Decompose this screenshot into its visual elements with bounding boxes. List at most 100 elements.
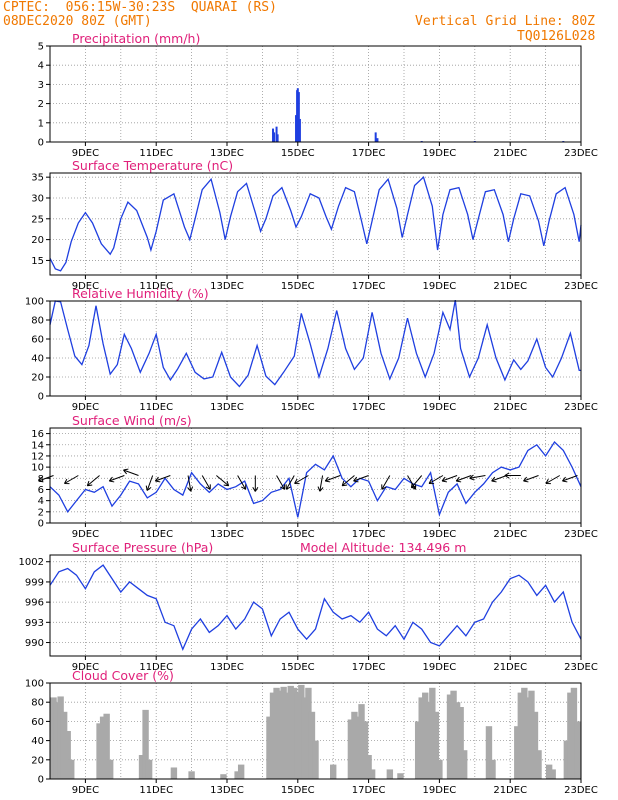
plot-frame	[49, 45, 582, 143]
y-tick-label: 996	[25, 598, 44, 609]
cloud-bar	[138, 755, 146, 779]
precip-bar	[376, 138, 379, 142]
x-tick-label: 23DEC	[564, 402, 598, 413]
y-tick-label: 0	[38, 392, 44, 403]
wind-arrow	[146, 475, 154, 491]
cloud-bar	[273, 687, 280, 779]
cloud-bar	[460, 750, 468, 779]
plot-frame	[49, 682, 582, 780]
wind-arrow	[411, 475, 423, 489]
cloud-bar	[549, 769, 556, 779]
y-tick-label: 1002	[19, 557, 44, 568]
wind-arrow	[491, 475, 507, 482]
x-tick-label: 11DEC	[139, 662, 173, 673]
wind-arrow	[123, 469, 139, 476]
cloud-bar	[220, 774, 227, 779]
wind-arrow	[523, 475, 539, 482]
cloud-bar	[450, 690, 457, 779]
cloud-bar	[563, 740, 571, 779]
x-tick-label: 17DEC	[352, 529, 386, 540]
wind-arrow-head	[86, 480, 93, 487]
cloud-bar	[535, 750, 542, 779]
wind-arrow	[325, 475, 341, 482]
precip-bar	[272, 128, 275, 142]
wind-arrow-head	[545, 478, 551, 485]
x-tick-label: 9DEC	[72, 529, 99, 540]
wind-arrow-head	[64, 478, 70, 485]
x-tick-label: 11DEC	[139, 785, 173, 796]
cloud-bar	[570, 687, 578, 779]
wind-arrow	[201, 475, 211, 490]
cloud-bar	[567, 692, 574, 779]
cloud-bar	[358, 704, 365, 779]
cloud-bar	[305, 687, 312, 779]
x-tick-label: 15DEC	[281, 529, 315, 540]
cloud-bar	[351, 711, 358, 779]
wind-arrow	[456, 475, 472, 482]
wind-arrow-head	[353, 476, 359, 483]
wind-arrow-head	[469, 474, 475, 481]
header-station: CPTEC: 056:15W-30:23S QUARAI (RS)	[3, 0, 277, 15]
x-tick-label: 21DEC	[493, 402, 527, 413]
x-tick-label: 21DEC	[493, 785, 527, 796]
wind-arrow-head	[441, 476, 448, 483]
x-tick-label: 9DEC	[72, 785, 99, 796]
y-tick-label: 3	[38, 80, 44, 91]
wind-arrow	[353, 475, 369, 482]
x-tick-label: 9DEC	[72, 662, 99, 673]
cloud-bar	[574, 721, 581, 779]
cloud-bar	[188, 771, 195, 779]
precip-bar	[273, 132, 276, 142]
wind-arrow	[216, 475, 229, 487]
panel-2: 15 20 25 30 35 9DEC 11DEC 13DEC 15DEC 17DEC 19DEC 2…	[31, 158, 598, 292]
wind-arrow-head	[187, 486, 194, 492]
wind-arrow-head	[154, 476, 161, 483]
cloud-bar	[96, 723, 103, 779]
wind-arrow-head	[38, 476, 44, 483]
y-tick-label: 5	[38, 42, 44, 53]
cloud-bar	[347, 719, 355, 779]
wind-arrow	[562, 475, 578, 482]
x-tick-label: 17DEC	[352, 148, 386, 159]
series-line	[49, 299, 581, 388]
x-tick-label: 11DEC	[139, 402, 173, 413]
x-tick-label: 15DEC	[281, 281, 315, 292]
cloud-bar	[237, 764, 245, 779]
panel-6: 0 20 40 60 80 100 9DEC 11DEC 13DEC 15DEC 17DEC 19DE…	[25, 668, 598, 796]
x-tick-label: 17DEC	[352, 281, 386, 292]
cloud-bar	[531, 711, 539, 779]
panel-title: Precipitation (mm/h)	[72, 31, 200, 46]
wind-arrow	[441, 475, 458, 482]
x-tick-label: 15DEC	[281, 402, 315, 413]
precip-bar	[296, 88, 299, 142]
y-tick-label: 35	[31, 173, 44, 184]
wind-arrow-head	[294, 478, 300, 485]
x-tick-label: 15DEC	[281, 662, 315, 673]
panel-3: 0 20 40 60 80 100 9DEC 11DEC 13DEC 15DEC 17DEC 19DE…	[25, 286, 598, 413]
cloud-bar	[269, 692, 277, 779]
wind-arrow-head	[317, 486, 324, 492]
wind-arrow-head	[491, 476, 497, 483]
y-tick-label: 1	[38, 118, 44, 129]
cloud-bar	[386, 769, 394, 779]
plot-frame	[49, 554, 582, 657]
panel-title: Relative Humidity (%)	[72, 286, 209, 301]
wind-arrow-head	[252, 486, 259, 492]
x-tick-label: 9DEC	[72, 148, 99, 159]
y-tick-label: 100	[25, 297, 44, 308]
wind-arrow	[276, 475, 285, 490]
x-tick-label: 23DEC	[564, 785, 598, 796]
cloud-bar	[266, 716, 273, 779]
wind-arrow	[237, 475, 247, 490]
cloud-bar	[485, 726, 493, 779]
cloud-bar	[106, 759, 114, 779]
cloud-bar	[489, 759, 496, 779]
y-tick-label: 4	[38, 496, 44, 507]
y-tick-label: 2	[38, 99, 44, 110]
x-tick-label: 13DEC	[210, 148, 244, 159]
series-line	[49, 176, 582, 272]
cloud-bar	[280, 686, 287, 779]
cloud-bar	[330, 764, 337, 779]
